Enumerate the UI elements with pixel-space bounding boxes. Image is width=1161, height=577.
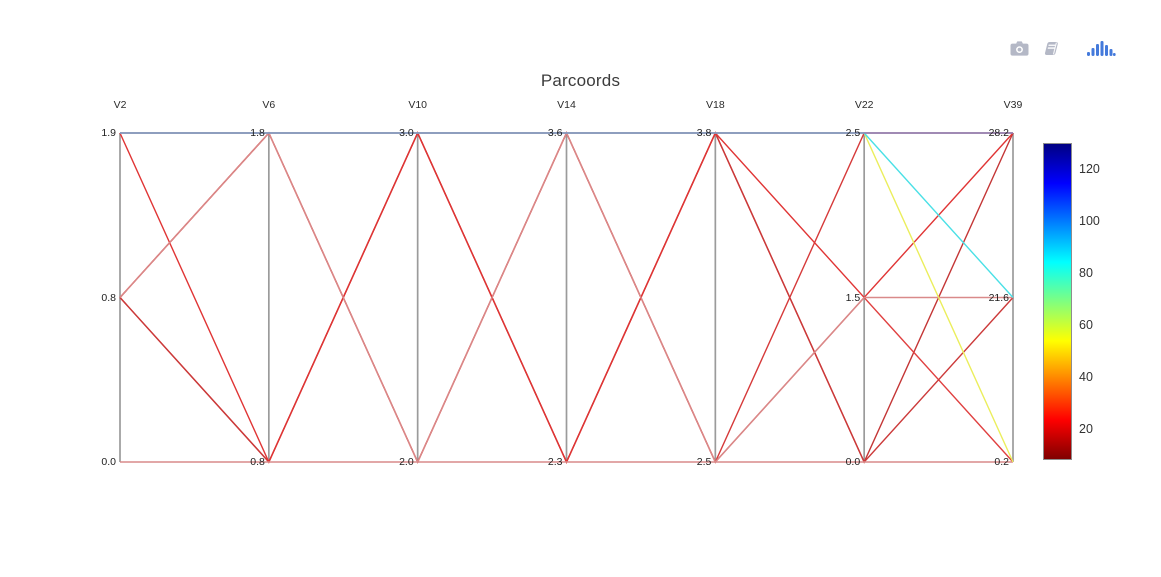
plotly-logo-button[interactable]: [1084, 38, 1118, 59]
camera-icon: [1010, 41, 1029, 59]
modebar: [1008, 38, 1118, 59]
colorbar-tick-60: 60: [1079, 317, 1093, 332]
colorbar-tick-40: 40: [1079, 369, 1093, 384]
download-png-button[interactable]: [1008, 39, 1031, 58]
plotly-logo-icon: [1086, 41, 1116, 61]
chart-title: Parcoords: [540, 71, 621, 90]
colorbar-tick-80: 80: [1079, 265, 1093, 280]
colorbar-tick-120: 120: [1079, 161, 1100, 176]
edit-chart-studio-button[interactable]: [1041, 39, 1062, 58]
colorbar: [1043, 143, 1072, 460]
notebook-icon: [1043, 42, 1060, 59]
colorbar-gradient: [1043, 143, 1072, 460]
colorbar-tick-20: 20: [1079, 421, 1093, 436]
colorbar-tick-100: 100: [1079, 213, 1100, 228]
